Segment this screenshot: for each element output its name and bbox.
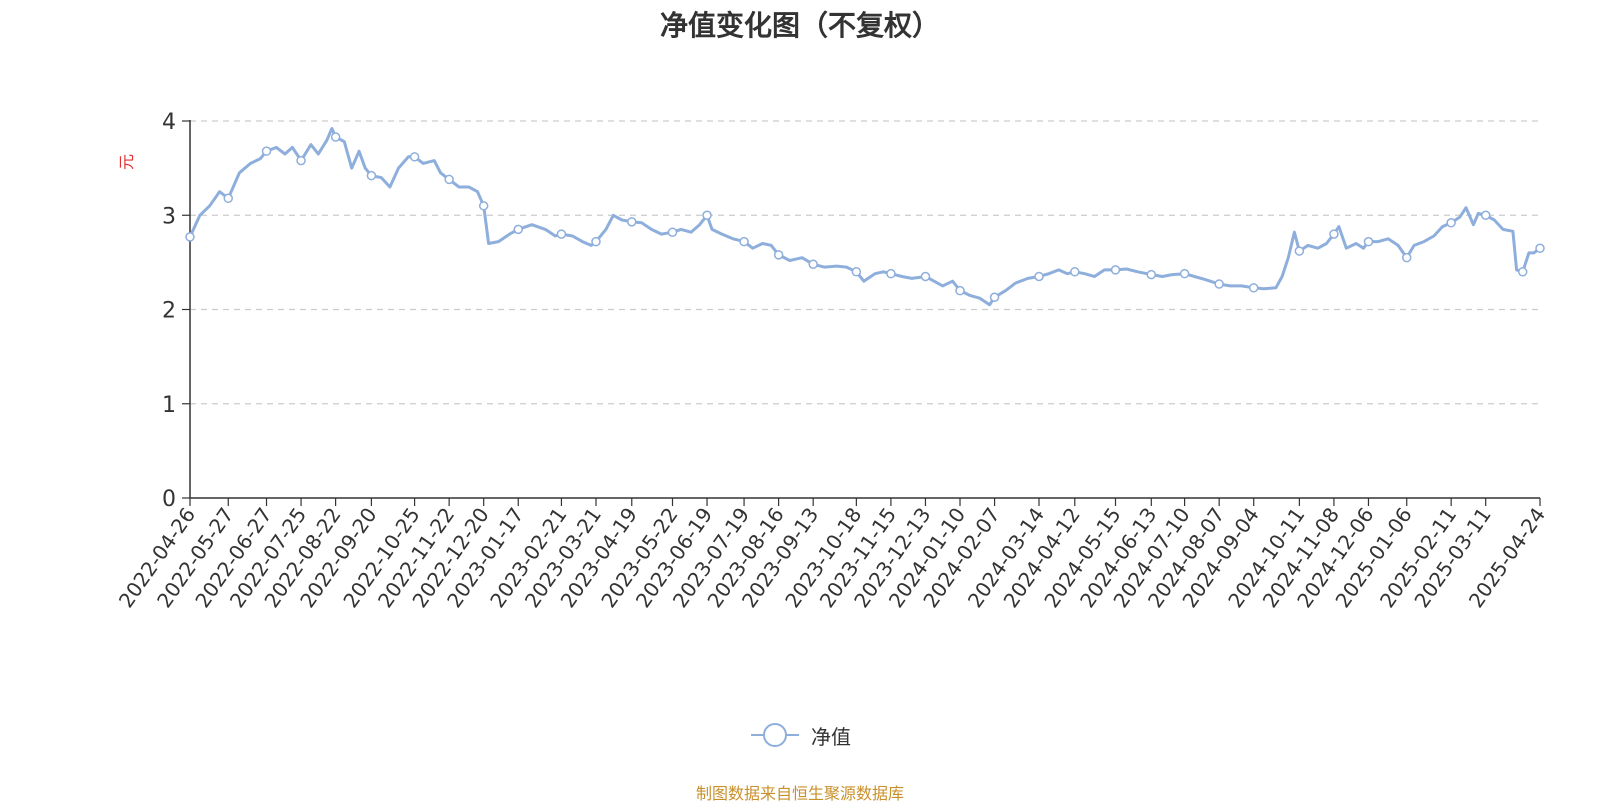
series-layer (185, 127, 1545, 307)
data-point (851, 267, 862, 277)
legend-label: 净值 (811, 724, 851, 749)
axes (182, 120, 1541, 506)
data-point (1294, 246, 1305, 256)
data-point (1517, 267, 1528, 277)
data-point (366, 170, 377, 181)
data-point (1535, 243, 1545, 253)
data-point (886, 268, 896, 279)
data-point (185, 232, 195, 242)
data-point (296, 155, 306, 166)
y-tick-label: 1 (162, 393, 176, 418)
data-point (1480, 210, 1491, 220)
data-point (667, 227, 678, 237)
chart-title: 净值变化图（不复权） (659, 9, 940, 42)
data-point (1248, 283, 1259, 293)
data-point (1179, 268, 1190, 279)
y-tick-label: 4 (162, 110, 176, 135)
y-axis-label: 元 (117, 154, 136, 170)
series-line (188, 127, 1541, 307)
y-tick-labels: 0 1 2 3 4 (162, 110, 176, 512)
data-point (920, 271, 931, 282)
data-point (627, 217, 637, 227)
data-point (1363, 236, 1374, 247)
y-tick-label: 0 (162, 487, 176, 512)
data-point (1329, 229, 1339, 239)
data-point (989, 292, 1000, 302)
data-point (223, 193, 234, 204)
data-point (261, 146, 272, 156)
legend-marker-icon (751, 723, 799, 747)
data-point (773, 250, 784, 260)
legend[interactable]: 净值 (0, 720, 1600, 750)
grid-lines (190, 120, 1540, 405)
data-point (409, 152, 420, 162)
data-point (444, 174, 454, 185)
data-point (808, 259, 818, 270)
data-point (1110, 265, 1121, 275)
data-point (1146, 269, 1157, 280)
y-tick-label: 3 (162, 204, 176, 229)
data-point (556, 229, 567, 239)
data-point (1446, 218, 1456, 228)
source-note: 制图数据来自恒生聚源数据库 (695, 784, 904, 803)
data-point (739, 236, 749, 247)
x-tick-labels: 2022-04-262022-05-272022-06-272022-07-25… (114, 503, 1550, 612)
data-point (702, 210, 712, 220)
data-point (513, 224, 523, 235)
data-point (1034, 271, 1044, 282)
data-point (955, 285, 965, 296)
data-point (330, 132, 341, 142)
y-tick-label: 2 (162, 299, 176, 324)
data-point (478, 201, 489, 211)
data-point (1070, 267, 1080, 277)
data-point (591, 236, 601, 247)
data-point (1214, 279, 1224, 289)
data-point (1401, 252, 1412, 263)
